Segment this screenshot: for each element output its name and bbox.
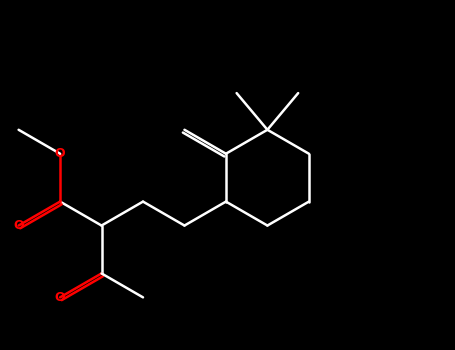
Text: O: O — [13, 219, 24, 232]
Text: O: O — [55, 291, 66, 304]
Text: O: O — [55, 147, 66, 160]
